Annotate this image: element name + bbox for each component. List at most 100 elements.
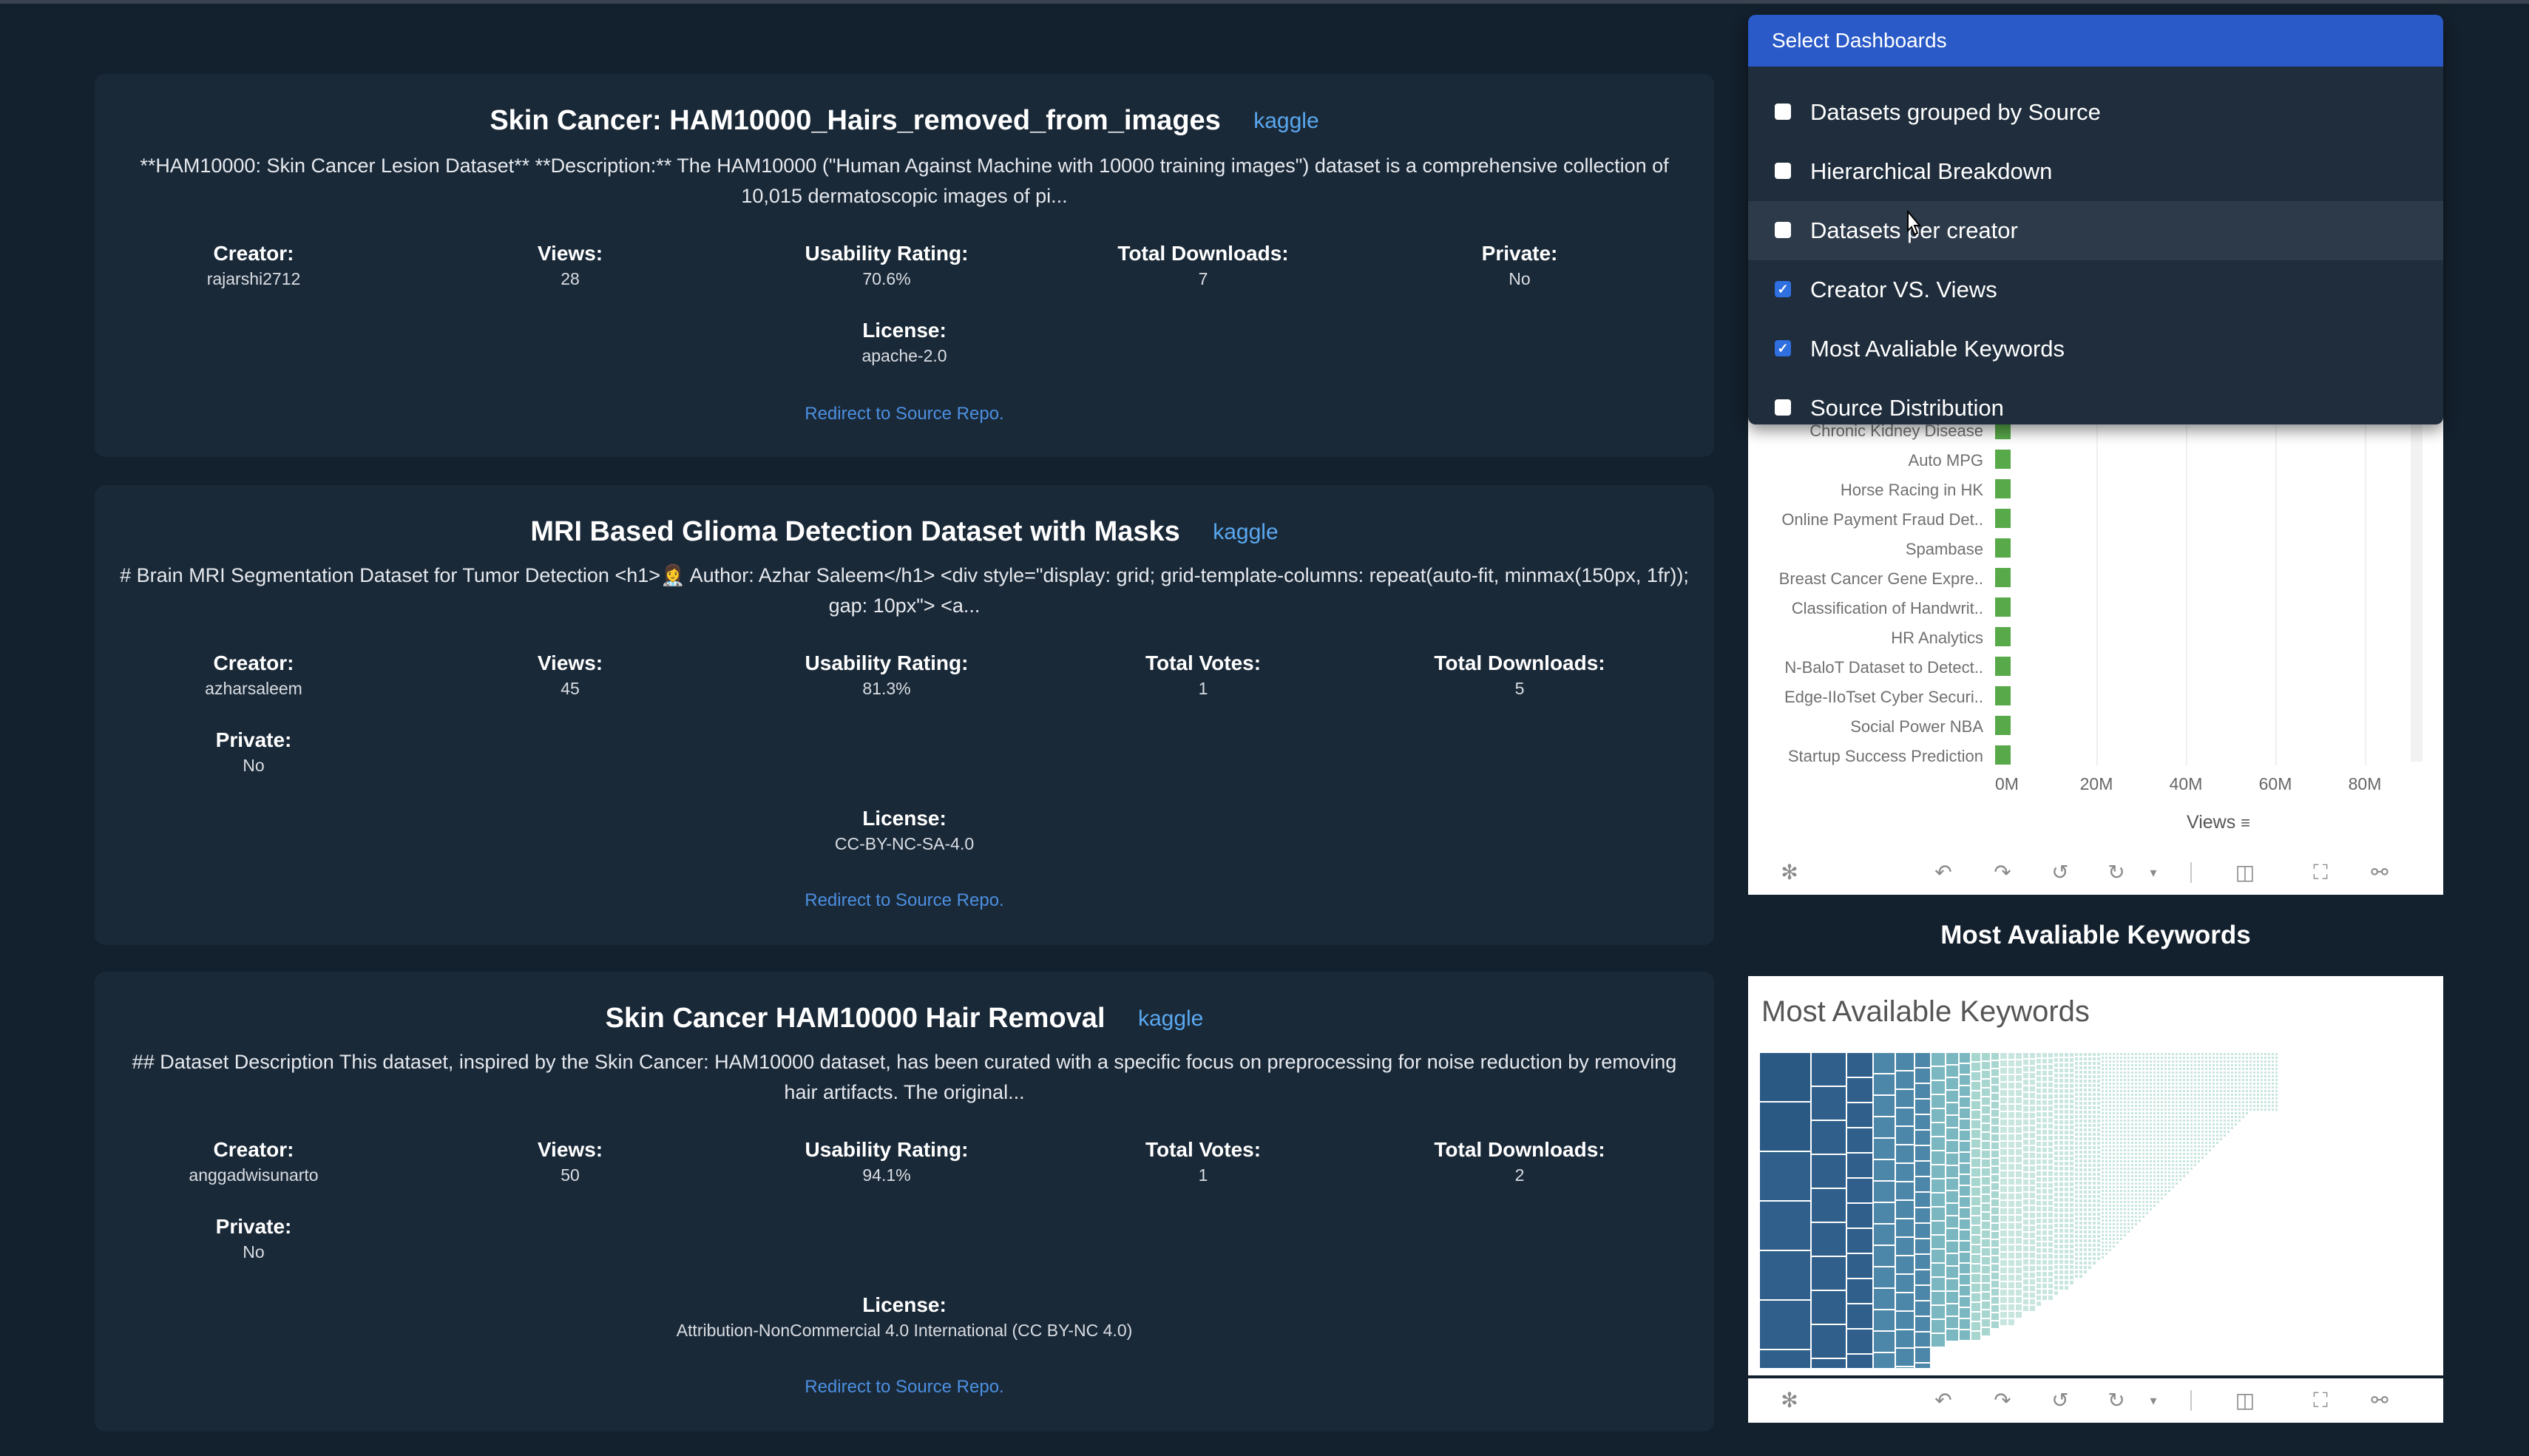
treemap-cell[interactable] xyxy=(2231,1094,2233,1096)
treemap-cell[interactable] xyxy=(1960,1308,1970,1318)
treemap-cell[interactable] xyxy=(2059,1105,2063,1108)
treemap-cell[interactable] xyxy=(2139,1219,2141,1222)
treemap-cell[interactable] xyxy=(2179,1131,2181,1133)
treemap-cell[interactable] xyxy=(1991,1118,1999,1125)
treemap-cell[interactable] xyxy=(2257,1071,2259,1074)
treemap-cell[interactable] xyxy=(2142,1201,2144,1203)
treemap-cell[interactable] xyxy=(2075,1262,2078,1264)
treemap-cell[interactable] xyxy=(2249,1101,2252,1103)
treemap-cell[interactable] xyxy=(2065,1172,2068,1176)
treemap-cell[interactable] xyxy=(2008,1157,2014,1162)
treemap-cell[interactable] xyxy=(1915,1177,1930,1191)
treemap-cell[interactable] xyxy=(2120,1223,2122,1225)
treemap-cell[interactable] xyxy=(1874,1225,1895,1245)
treemap-cell[interactable] xyxy=(2097,1137,2100,1140)
treemap-cell[interactable] xyxy=(1991,1142,1999,1149)
treemap-cell[interactable] xyxy=(2093,1213,2096,1216)
treemap-cell[interactable] xyxy=(2190,1138,2193,1140)
treemap-cell[interactable] xyxy=(2070,1131,2073,1134)
revert-icon[interactable]: ↺ xyxy=(2051,861,2069,884)
treemap-cell[interactable] xyxy=(2088,1208,2091,1211)
treemap-cell[interactable] xyxy=(2113,1171,2115,1174)
treemap-cell[interactable] xyxy=(2109,1208,2111,1210)
treemap-cell[interactable] xyxy=(2213,1101,2215,1103)
treemap-cell[interactable] xyxy=(2105,1164,2108,1166)
treemap-cell[interactable] xyxy=(2179,1053,2181,1055)
treemap-cell[interactable] xyxy=(2172,1068,2174,1070)
treemap-cell[interactable] xyxy=(2070,1182,2073,1186)
treemap-cell[interactable] xyxy=(2030,1206,2035,1211)
treemap-cell[interactable] xyxy=(2194,1071,2196,1074)
treemap-cell[interactable] xyxy=(1991,1086,1999,1092)
treemap-cell[interactable] xyxy=(2224,1075,2226,1077)
treemap-cell[interactable] xyxy=(2037,1124,2041,1128)
treemap-cell[interactable] xyxy=(2161,1186,2163,1188)
treemap-cell[interactable] xyxy=(2030,1213,2035,1218)
treemap-cell[interactable] xyxy=(1896,1275,1914,1292)
treemap-cell[interactable] xyxy=(2127,1079,2130,1081)
treemap-cell[interactable] xyxy=(2272,1060,2274,1063)
treemap-cell[interactable] xyxy=(2088,1239,2091,1242)
treemap-cell[interactable] xyxy=(2113,1075,2115,1077)
treemap-cell[interactable] xyxy=(2048,1112,2053,1117)
treemap-cell[interactable] xyxy=(2116,1094,2119,1096)
treemap-cell[interactable] xyxy=(2131,1116,2133,1118)
treemap-cell[interactable] xyxy=(2127,1212,2130,1214)
treemap-cell[interactable] xyxy=(1760,1202,1810,1250)
treemap-cell[interactable] xyxy=(2172,1090,2174,1092)
treemap-cell[interactable] xyxy=(2088,1159,2091,1162)
treemap-cell[interactable] xyxy=(2194,1142,2196,1144)
treemap-cell[interactable] xyxy=(1847,1103,1872,1127)
treemap-cell[interactable] xyxy=(2157,1153,2159,1155)
treemap-cell[interactable] xyxy=(2075,1253,2078,1256)
treemap-cell[interactable] xyxy=(2164,1123,2167,1125)
treemap-cell[interactable] xyxy=(2105,1208,2108,1210)
treemap-cell[interactable] xyxy=(2109,1053,2111,1055)
treemap-cell[interactable] xyxy=(1946,1254,1958,1265)
treemap-cell[interactable] xyxy=(2000,1112,2007,1118)
treemap-cell[interactable] xyxy=(2201,1145,2204,1148)
treemap-cell[interactable] xyxy=(2127,1116,2130,1118)
treemap-cell[interactable] xyxy=(2120,1208,2122,1210)
treemap-cell[interactable] xyxy=(2187,1094,2189,1096)
treemap-cell[interactable] xyxy=(2213,1123,2215,1125)
treemap-cell[interactable] xyxy=(2124,1212,2126,1214)
treemap-cell[interactable] xyxy=(2190,1097,2193,1100)
treemap-cell[interactable] xyxy=(2093,1226,2096,1229)
treemap-cell[interactable] xyxy=(2075,1066,2078,1069)
treemap-cell[interactable] xyxy=(2139,1127,2141,1129)
treemap-cell[interactable] xyxy=(2187,1060,2189,1063)
treemap-cell[interactable] xyxy=(2161,1053,2163,1055)
treemap-cell[interactable] xyxy=(2142,1068,2144,1070)
treemap-cell[interactable] xyxy=(2187,1064,2189,1066)
treemap-cell[interactable] xyxy=(2172,1175,2174,1177)
treemap-cell[interactable] xyxy=(2168,1064,2170,1066)
treemap-cell[interactable] xyxy=(2238,1079,2241,1081)
treemap-cell[interactable] xyxy=(2000,1179,2007,1185)
treemap-cell[interactable] xyxy=(2109,1142,2111,1144)
treemap-cell[interactable] xyxy=(2042,1213,2047,1217)
treemap-cell[interactable] xyxy=(2194,1145,2196,1148)
treemap-cell[interactable] xyxy=(2264,1105,2266,1107)
treemap-cell[interactable] xyxy=(1971,1168,1980,1176)
treemap-cell[interactable] xyxy=(2102,1197,2104,1199)
treemap-cell[interactable] xyxy=(2105,1168,2108,1170)
treemap-cell[interactable] xyxy=(2242,1116,2244,1118)
treemap-cell[interactable] xyxy=(2008,1112,2014,1118)
treemap-cell[interactable] xyxy=(2157,1123,2159,1125)
treemap-cell[interactable] xyxy=(2105,1053,2108,1055)
treemap-cell[interactable] xyxy=(2037,1183,2041,1188)
treemap-cell[interactable] xyxy=(2113,1208,2115,1210)
treemap-cell[interactable] xyxy=(2116,1208,2119,1210)
treemap-cell[interactable] xyxy=(2224,1120,2226,1122)
treemap-cell[interactable] xyxy=(2093,1066,2096,1069)
treemap-cell[interactable] xyxy=(2153,1201,2156,1203)
treemap-cell[interactable] xyxy=(2127,1219,2130,1222)
treemap-cell[interactable] xyxy=(2216,1120,2218,1122)
treemap-cell[interactable] xyxy=(2105,1071,2108,1074)
treemap-cell[interactable] xyxy=(2075,1093,2078,1096)
treemap-cell[interactable] xyxy=(2084,1111,2087,1114)
treemap-cell[interactable] xyxy=(2048,1254,2053,1259)
treemap-cell[interactable] xyxy=(2146,1175,2148,1177)
treemap-cell[interactable] xyxy=(1982,1248,1990,1256)
